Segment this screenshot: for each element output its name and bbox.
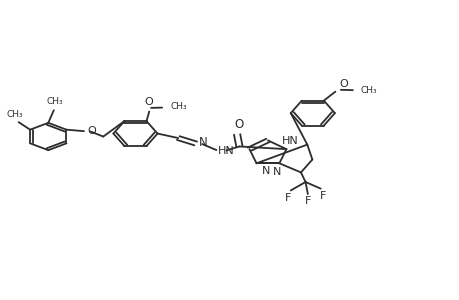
Text: N: N (262, 166, 270, 176)
Text: O: O (338, 79, 347, 89)
Text: HN: HN (217, 146, 234, 156)
Text: N: N (198, 136, 207, 149)
Text: CH₃: CH₃ (170, 103, 187, 112)
Text: N: N (273, 167, 281, 177)
Text: F: F (284, 193, 291, 203)
Text: O: O (87, 126, 96, 136)
Text: F: F (319, 191, 326, 201)
Text: CH₃: CH₃ (359, 85, 376, 94)
Text: F: F (304, 196, 311, 206)
Text: O: O (144, 97, 152, 107)
Text: CH₃: CH₃ (46, 97, 63, 106)
Text: CH₃: CH₃ (6, 110, 23, 118)
Text: O: O (233, 118, 243, 131)
Text: HN: HN (282, 136, 298, 146)
